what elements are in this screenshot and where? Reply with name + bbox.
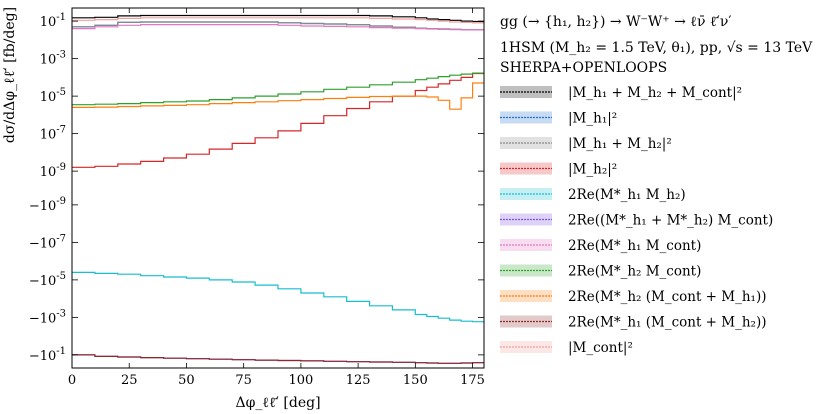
title-line-1: gg (→ {h₁, h₂}) → W⁻W⁺ → ℓν̄ ℓ̄′ν′: [500, 14, 732, 30]
series-line-11: [72, 17, 484, 24]
ticks: 0 25 50 75 100 125 150 175 10-1 10-3 10-5 10-7 10-9 −…: [29, 8, 485, 388]
legend-label: |M_h₂|²: [568, 162, 617, 178]
legend-label: 2Re(M*_h₁ (M_cont + M_h₂)): [568, 315, 767, 331]
y-tick-label: −10-5: [29, 271, 66, 289]
series-line-8: [72, 72, 484, 106]
series-line-6: [72, 354, 484, 364]
y-tick-label: −10-7: [29, 233, 66, 251]
x-tick-label: 0: [68, 373, 76, 388]
plot-frame: [71, 7, 485, 369]
legend-label: 2Re(M*_h₂ (M_cont + M_h₁)): [568, 289, 767, 305]
legend-label: |M_h₁ + M_h₂|²: [568, 136, 672, 152]
series-group: [72, 14, 484, 364]
legend-label: 2Re(M*_h₁ M_cont): [568, 238, 701, 254]
legend: |M_h₁ + M_h₂ + M_cont|² |M_h₁|² |M_h₁ + M_…: [500, 85, 773, 356]
axes: [71, 7, 485, 369]
y-tick-label: 10-1: [40, 12, 66, 30]
y-tick-label: 10-9: [40, 162, 66, 180]
y-tick-label: −10-1: [29, 346, 66, 364]
y-tick-label: −10-9: [29, 196, 66, 214]
y-tick-label: 10-7: [40, 125, 66, 143]
y-tick-label: −10-3: [29, 308, 66, 326]
title-line-3: SHERPA+OPENLOOPS: [500, 60, 667, 76]
series-line-4: [72, 72, 484, 168]
title-line-2: 1HSM (M_h₂ = 1.5 TeV, θ₁), pp, √s = 13 T…: [500, 40, 813, 56]
x-tick-label: 25: [121, 373, 138, 388]
series-line-10: [72, 354, 484, 364]
series-line-1: [72, 14, 484, 23]
y-tick-label: 10-5: [40, 87, 66, 105]
series-line-7: [72, 24, 484, 31]
legend-label: |M_cont|²: [568, 340, 633, 356]
x-tick-label: 100: [288, 373, 313, 388]
x-tick-label: 75: [235, 373, 252, 388]
x-tick-label: 125: [346, 373, 371, 388]
legend-label: |M_h₁|²: [568, 111, 617, 127]
x-tick-label: 150: [403, 373, 428, 388]
legend-label: 2Re((M*_h₁ + M*_h₂) M_cont): [568, 213, 773, 229]
legend-label: |M_h₁ + M_h₂ + M_cont|²: [568, 85, 742, 101]
legend-label: 2Re(M*_h₂ M_cont): [568, 264, 701, 280]
y-tick-label: 10-3: [40, 50, 66, 68]
x-tick-label: 50: [178, 373, 195, 388]
x-axis-label: Δφ_ℓℓ̄′ [deg]: [235, 395, 320, 411]
series-line-5: [72, 271, 484, 323]
header: gg (→ {h₁, h₂}) → W⁻W⁺ → ℓν̄ ℓ̄′ν′ 1HSM …: [500, 14, 813, 76]
legend-label: 2Re(M*_h₁ M_h₂): [568, 187, 686, 203]
y-axis-label: dσ/dΔφ_ℓℓ̄′ [fb/deg]: [2, 7, 18, 143]
x-tick-label: 175: [460, 373, 485, 388]
series-line-9: [72, 82, 484, 110]
